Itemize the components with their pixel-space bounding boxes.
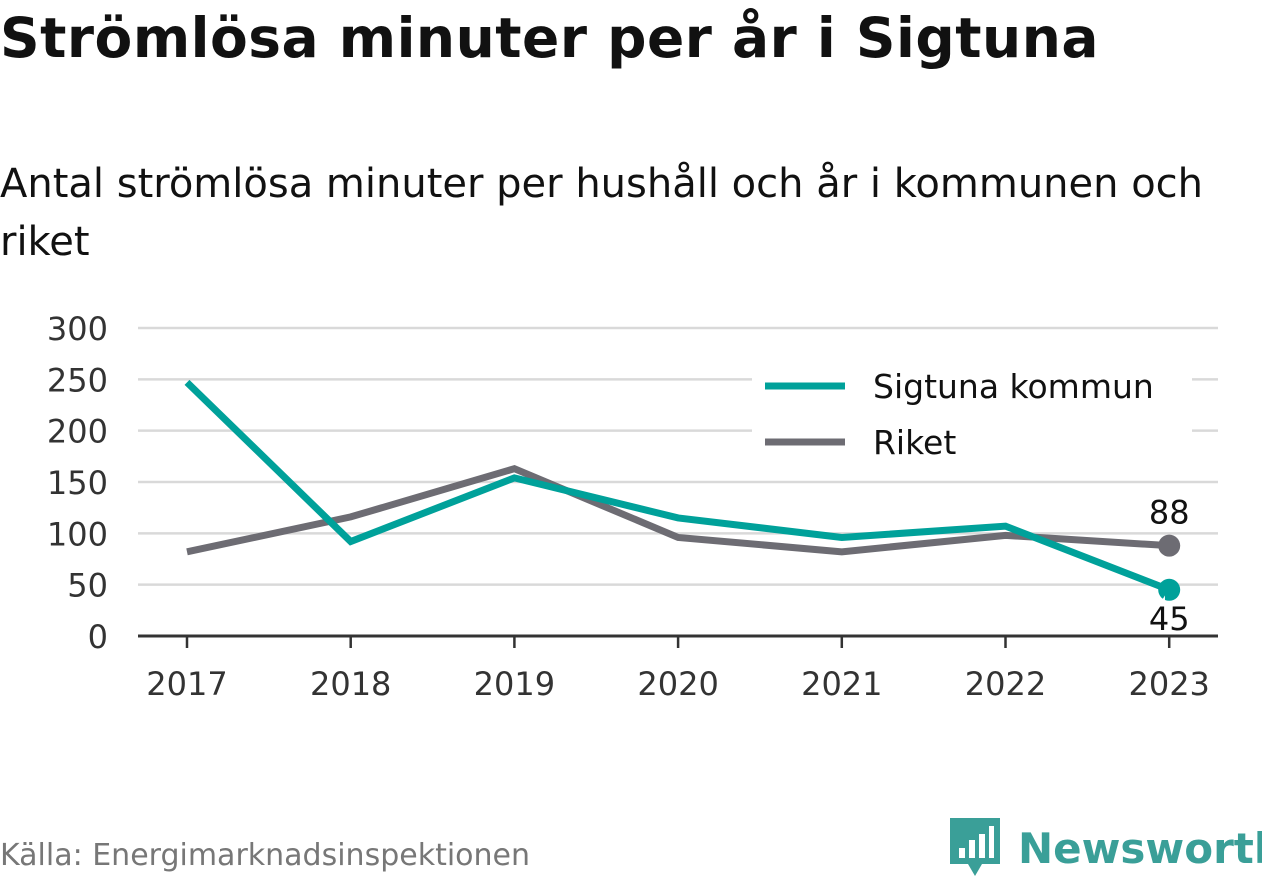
y-tick-label: 150 — [47, 464, 108, 502]
y-tick-label: 100 — [47, 515, 108, 553]
source-note: Källa: Energimarknadsinspektionen — [0, 838, 531, 873]
x-tick-label: 2023 — [1128, 665, 1209, 703]
y-tick-label: 300 — [47, 310, 108, 348]
data-label: 88 — [1149, 494, 1190, 532]
x-tick-label: 2021 — [801, 665, 882, 703]
x-tick-label: 2020 — [637, 665, 718, 703]
x-tick-label: 2022 — [965, 665, 1046, 703]
brand-name: Newsworthy — [1018, 823, 1262, 873]
data-label: 45 — [1149, 600, 1190, 638]
y-tick-label: 200 — [47, 413, 108, 451]
x-tick-label: 2018 — [310, 665, 391, 703]
chart-subtitle: Antal strömlösa minuter per hushåll och … — [0, 161, 1204, 265]
brand-logo: Newsworthy — [950, 818, 1262, 878]
y-tick-label: 250 — [47, 361, 108, 399]
legend-label: Sigtuna kommun — [873, 367, 1154, 406]
x-tick-label: 2019 — [474, 665, 555, 703]
legend-label: Riket — [873, 423, 956, 462]
series-line — [184, 379, 1171, 594]
bar-chart-pin-icon — [950, 818, 1000, 876]
end-point — [1158, 534, 1181, 557]
x-tick-label: 2017 — [146, 665, 227, 703]
end-point — [1158, 578, 1181, 601]
y-tick-label: 0 — [88, 618, 108, 656]
series-line — [186, 464, 1170, 556]
chart-title: Strömlösa minuter per år i Sigtuna — [0, 6, 1099, 70]
legend-box — [752, 358, 1192, 468]
y-tick-label: 50 — [67, 567, 108, 605]
